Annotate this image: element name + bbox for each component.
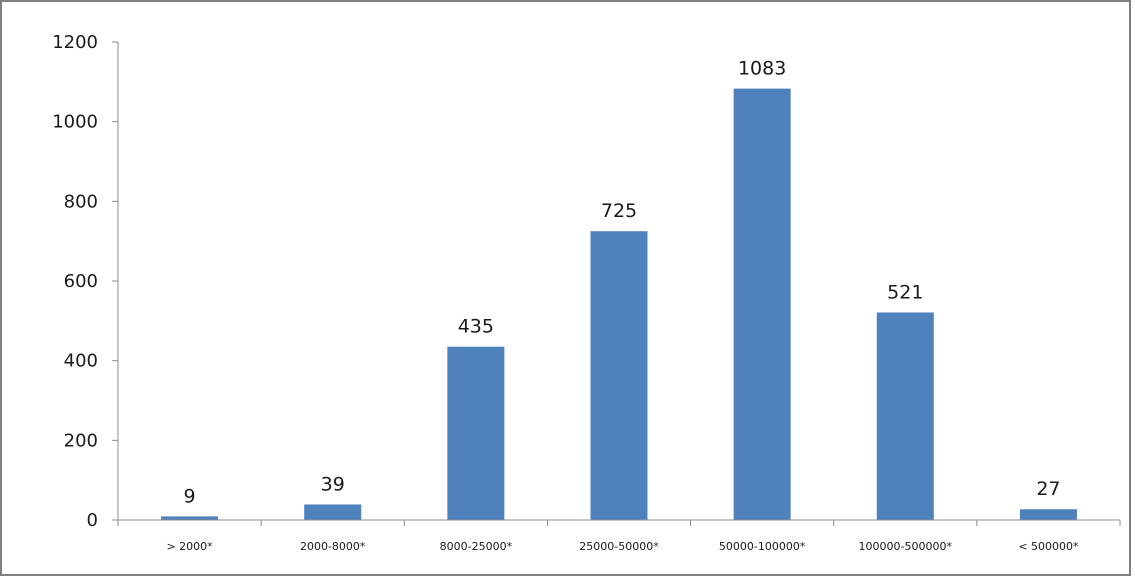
bars — [161, 88, 1077, 521]
bar-data-label: 725 — [601, 200, 637, 222]
bar — [161, 516, 219, 520]
bar — [590, 231, 648, 521]
bar — [447, 346, 505, 520]
bar — [304, 504, 362, 520]
y-tick-label: 400 — [64, 351, 98, 372]
bar-data-label: 9 — [184, 485, 196, 507]
bar — [1019, 509, 1077, 520]
x-category-label: 25000-50000* — [579, 540, 659, 553]
x-category-label: 50000-100000* — [719, 540, 806, 553]
bar-data-label: 39 — [321, 473, 345, 495]
x-axis-categories: > 2000* 2000-8000* 8000-25000* 25000-50000*… — [117, 520, 1121, 553]
bar-data-label: 521 — [887, 281, 923, 303]
y-axis-ticks: 0 200 400 600 800 1000 1200 — [52, 32, 118, 531]
bar-data-label: 435 — [458, 316, 494, 338]
x-category-label: < 500000* — [1018, 540, 1079, 553]
y-tick-label: 800 — [64, 191, 98, 212]
x-category-label: > 2000* — [166, 540, 213, 553]
bar — [733, 88, 791, 520]
x-category-label: 100000-500000* — [859, 540, 953, 553]
y-tick-label: 1000 — [52, 112, 98, 133]
x-category-label: 2000-8000* — [300, 540, 366, 553]
bar-data-label: 1083 — [738, 58, 786, 80]
x-category-label: 8000-25000* — [440, 540, 513, 553]
y-tick-label: 1200 — [52, 32, 98, 53]
y-tick-label: 600 — [64, 271, 98, 292]
bar-data-label: 27 — [1036, 478, 1060, 500]
y-tick-label: 200 — [64, 430, 98, 451]
bar — [876, 312, 934, 520]
y-tick-label: 0 — [87, 510, 98, 531]
data-labels: 9 39 435 725 1083 521 27 — [184, 58, 1061, 508]
